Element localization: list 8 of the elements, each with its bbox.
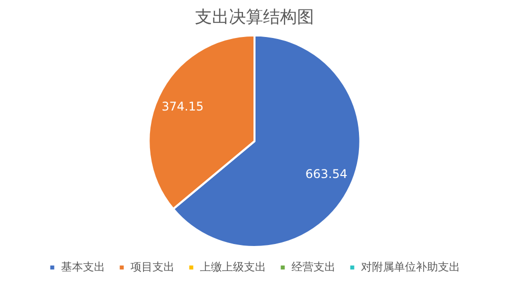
legend-label: 经营支出 bbox=[291, 260, 336, 274]
data-label: 374.15 bbox=[162, 100, 204, 114]
data-label: 663.54 bbox=[305, 166, 348, 181]
chart-title: 支出决算结构图 bbox=[195, 8, 314, 28]
legend-label: 项目支出 bbox=[130, 260, 174, 274]
legend-label: 对附属单位补助支出 bbox=[360, 260, 460, 274]
legend-label: 基本支出 bbox=[60, 260, 105, 274]
legend-label: 上缴上级支出 bbox=[200, 260, 266, 274]
